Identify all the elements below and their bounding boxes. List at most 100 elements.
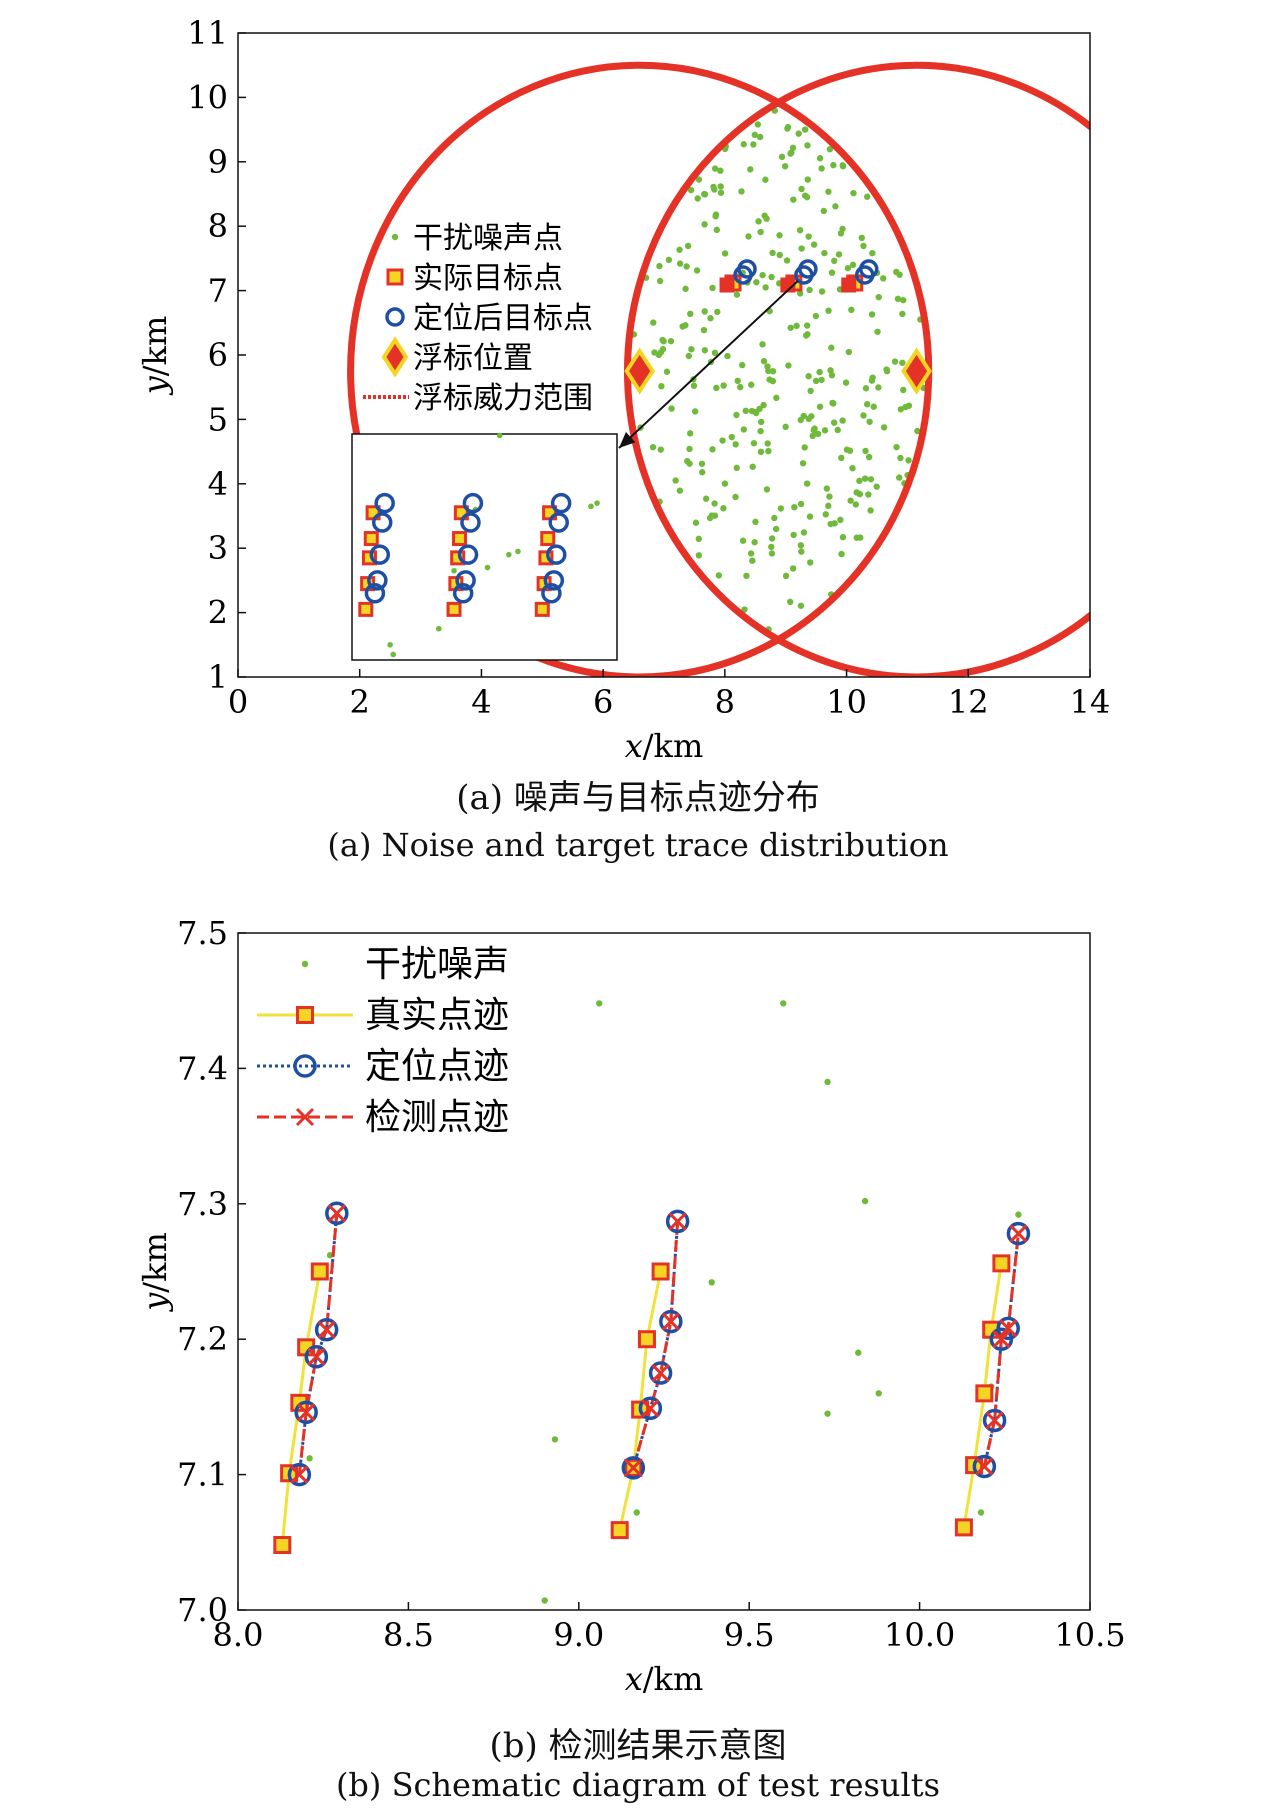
noise-point (764, 363, 771, 370)
true-trace-point (310, 1262, 329, 1281)
actual-target-point (841, 277, 857, 293)
noise-point (701, 221, 708, 228)
inset-actual-point (446, 601, 462, 617)
chart-a-xtick-label: 12 (948, 683, 989, 721)
chart-a-xtick-label: 14 (1070, 683, 1111, 721)
noise-point (724, 352, 731, 360)
noise-point (711, 186, 718, 193)
noise-point (824, 1078, 831, 1086)
noise-point (798, 245, 805, 252)
noise-point (778, 153, 786, 161)
noise-point (771, 514, 778, 522)
chart-b-ytick-label: 7.2 (177, 1320, 228, 1358)
noise-point (977, 1509, 985, 1516)
noise-point (784, 123, 792, 131)
noise-point (721, 250, 729, 257)
noise-point (825, 188, 832, 195)
chart-b-ytick-label: 7.5 (177, 914, 228, 952)
noise-point (717, 167, 724, 174)
noise-point (717, 189, 725, 196)
chart-b-xtick-label: 10.0 (884, 1616, 955, 1654)
located-trace-point (325, 1201, 349, 1226)
noise-point (835, 251, 843, 258)
noise-point (692, 519, 700, 526)
noise-point (830, 419, 838, 426)
noise-point (810, 426, 818, 434)
inset-located-point (548, 512, 569, 533)
noise-point (659, 346, 667, 353)
noise-point (657, 446, 664, 453)
noise-point (866, 418, 873, 425)
legend-true-marker (296, 1006, 314, 1024)
noise-point (1015, 1211, 1022, 1218)
noise-point (797, 542, 805, 549)
noise-point (732, 493, 739, 501)
noise-point (757, 418, 765, 426)
detected-trace-point (297, 1403, 316, 1422)
noise-point (751, 539, 758, 546)
noise-point (741, 606, 748, 613)
noise-point (708, 1279, 715, 1286)
inset-located-point (374, 492, 395, 514)
noise-point (757, 448, 765, 456)
true-trace-point (637, 1330, 656, 1349)
noise-point (824, 1410, 831, 1417)
noise-point (803, 193, 811, 201)
legend-label: 定位点迹 (365, 1046, 509, 1087)
inset-located-point (457, 544, 479, 565)
noise-point (743, 572, 750, 580)
legend-label: 浮标位置 (413, 341, 533, 376)
noise-point (899, 310, 906, 318)
noise-point (905, 457, 912, 464)
true-trace-point (610, 1521, 629, 1540)
located-trace-point (621, 1456, 646, 1480)
noise-point (752, 518, 759, 526)
noise-point (860, 242, 867, 250)
noise-point (655, 351, 663, 359)
noise-point (849, 464, 856, 472)
noise-point (823, 485, 831, 492)
noise-point (754, 121, 762, 128)
noise-point (701, 308, 708, 315)
inset-actual-point (540, 531, 556, 547)
inset-located-point (367, 570, 388, 591)
noise-point (803, 322, 811, 329)
noise-point (852, 501, 860, 508)
noise-point (860, 412, 867, 419)
legend-located-marker (293, 1054, 317, 1078)
noise-point (650, 319, 657, 326)
noise-point (816, 403, 824, 410)
located-trace-point (996, 1316, 1020, 1341)
legend-buoy-marker (381, 336, 409, 378)
noise-point (788, 149, 795, 156)
noise-point (721, 480, 729, 487)
noise-point (780, 1000, 787, 1007)
noise-point (828, 372, 836, 379)
chart-a-xtick-label: 0 (228, 683, 248, 721)
noise-point (897, 454, 904, 462)
noise-point (844, 264, 852, 272)
noise-point (757, 427, 764, 435)
noise-point (803, 480, 811, 487)
noise-point (806, 286, 813, 294)
inset-located-point (452, 583, 474, 604)
true-trace-point (954, 1518, 973, 1537)
noise-point (738, 188, 745, 195)
noise-point (759, 271, 766, 279)
noise-point (753, 279, 760, 286)
legend-label: 真实点迹 (365, 995, 509, 1036)
noise-point (663, 368, 671, 375)
noise-point (757, 228, 764, 236)
noise-point (720, 505, 727, 512)
noise-point (796, 290, 804, 297)
noise-point (864, 401, 871, 408)
noise-point (797, 602, 805, 609)
noise-point (749, 463, 756, 470)
noise-point (665, 256, 673, 264)
noise-point (795, 130, 802, 137)
chart-a-plot-area (347, 61, 1090, 677)
chart-a-ylabel: y/km (136, 316, 174, 397)
noise-point (706, 514, 714, 522)
noise-point (855, 1349, 862, 1356)
